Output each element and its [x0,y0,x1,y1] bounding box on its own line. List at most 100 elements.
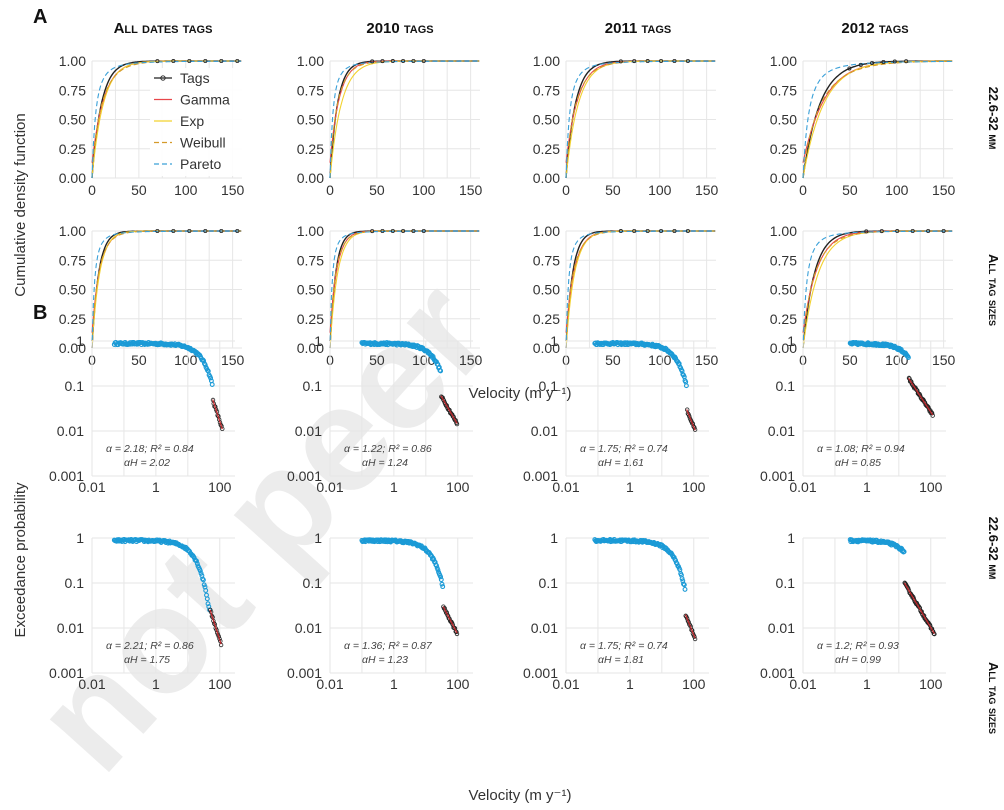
alpha-h-annotation: αH = 2.02 [124,457,170,469]
cdf-y-tick: 0.75 [297,252,324,268]
tail-point [454,629,459,635]
cdf-tag-marker [685,59,690,64]
cdf-y-tick: 0.50 [533,282,560,298]
cdf-x-tick: 150 [221,182,245,198]
cdf-tag-marker [219,59,224,64]
exc-y-tick: 0.1 [776,378,796,394]
cdf-tag-marker [926,229,931,234]
cdf-tag-marker [235,59,240,64]
data-point [434,563,439,569]
cdf-y-tick: 0.00 [533,170,560,186]
cdf-tag-marker [171,229,176,234]
cdf-x-tick: 50 [605,182,621,198]
legend-label-weibull: Weibull [180,135,226,151]
cdf-tag-marker [892,59,897,64]
exc-y-tick: 0.1 [65,378,85,394]
cdf-y-tick: 0.50 [59,112,86,128]
cdf-curve-gamma [802,60,953,163]
data-point [438,574,444,580]
cdf-tag-marker [632,229,637,234]
exc-x-tick: 1 [863,676,871,692]
cdf-x-tick: 150 [459,182,483,198]
cdf-y-tick: 0.25 [770,311,797,327]
exc-x-tick: 1 [626,676,634,692]
column-title-2: 2011 tags [605,20,671,37]
data-point [194,561,200,567]
cdf-gridlines [329,60,480,179]
cdf-tag-marker [421,59,426,64]
cdf-y-tick: 1.00 [59,53,86,69]
exc-y-tick: 0.01 [768,423,795,439]
data-point [201,582,207,588]
power-law-fit-line [907,377,934,416]
data-point [681,582,687,588]
cdf-curve-pareto [91,60,242,179]
cdf-y-tick: 1.00 [533,223,560,239]
cdf-y-tick: 0.50 [533,112,560,128]
data-point [439,581,445,587]
cdf-y-tick: 1.00 [770,53,797,69]
cdf-y-tick: 0.25 [770,141,797,157]
exc-gridlines [565,340,709,477]
cdf-y-tick: 0.00 [297,170,324,186]
legend-label-tags: Tags [180,70,210,86]
exc-x-tick: 100 [208,676,232,692]
watermark: not peer [1,249,522,801]
exc-gridlines [802,537,946,674]
cdf-subplot-r0-c1: 0.00 0.25 0.50 0.75 1.00 0 50 100 150 [297,53,483,198]
column-titles: All dates tags 2010 tags 2011 tags 2012 tag… [114,20,909,37]
data-point [205,601,211,607]
alpha-annotation: α = 1.08; R² = 0.94 [817,443,905,455]
cdf-y-tick: 0.25 [533,141,560,157]
tail-point [922,399,927,405]
data-point [438,577,444,583]
cdf-tag-marker [895,229,900,234]
cdf-x-tick: 100 [885,352,909,368]
panel-a-xlabel: Velocity (m y⁻¹) [469,385,572,402]
cdf-tag-marker [672,59,677,64]
cdf-y-tick: 0.00 [770,170,797,186]
data-point [208,375,214,381]
cdf-curve-weibull [802,60,953,179]
exc-y-tick: 0.1 [539,575,559,591]
exc-gridlines [565,537,709,674]
power-law-fit-line [209,609,222,645]
alpha-annotation: α = 1.36; R² = 0.87 [344,640,433,652]
exc-x-tick: 1 [863,479,871,495]
cdf-tag-marker [881,59,886,64]
legend-label-pareto: Pareto [180,156,221,172]
cdf-tag-marker [411,229,416,234]
data-point [200,577,206,583]
panel-b-ylabel: Exceedance probability [12,482,29,638]
cdf-tag-marker [390,229,395,234]
exc-y-tick: 0.001 [760,468,795,484]
cdf-gridlines [802,230,953,349]
cdf-y-tick: 0.75 [770,252,797,268]
exc-y-tick: 0.001 [49,665,84,681]
data-point [204,596,210,602]
cdf-x-tick: 100 [648,182,672,198]
cdf-tag-marker [858,62,863,67]
cdf-tag-marker [645,59,650,64]
cdf-tag-marker [203,229,208,234]
cdf-y-tick: 0.00 [59,340,86,356]
data-point [683,383,689,389]
exc-y-tick: 0.001 [523,468,558,484]
cdf-curve-weibull [91,230,242,349]
cdf-tag-marker [219,229,224,234]
cdf-subplot-r0-c3: 0.00 0.25 0.50 0.75 1.00 0 50 100 150 [770,53,956,198]
cdf-x-tick: 150 [932,352,956,368]
cdf-y-tick: 0.50 [297,282,324,298]
cdf-curve-gamma [91,230,242,333]
exc-y-tick: 0.1 [539,378,559,394]
exc-x-tick: 0.01 [552,676,579,692]
cdf-x-tick: 50 [842,182,858,198]
exc-x-tick: 100 [446,676,470,692]
data-point [679,576,685,582]
data-point [203,588,209,593]
alpha-h-annotation: αH = 1.23 [362,654,408,666]
data-point [205,367,210,373]
